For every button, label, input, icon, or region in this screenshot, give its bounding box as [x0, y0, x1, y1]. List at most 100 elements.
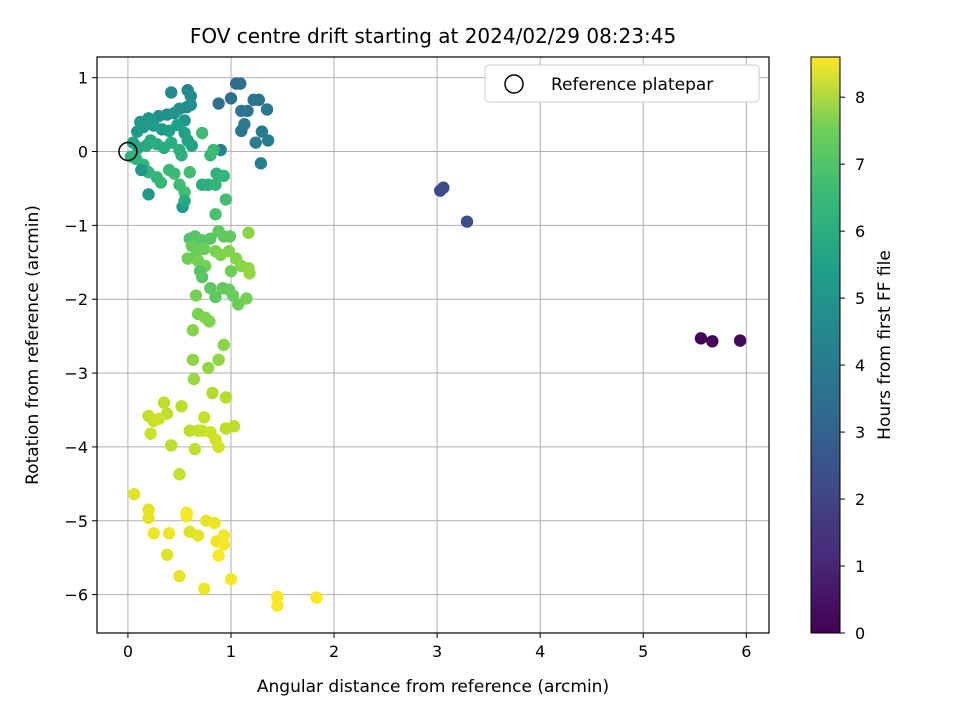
colorbar-tick-label: 5	[855, 289, 865, 308]
data-point	[181, 252, 194, 265]
data-point	[206, 386, 219, 400]
data-point	[260, 103, 274, 116]
data-point	[217, 169, 230, 183]
data-point	[168, 167, 181, 180]
data-point	[694, 332, 708, 345]
data-point	[219, 391, 233, 404]
data-point	[173, 468, 186, 481]
legend-reference-marker	[504, 74, 524, 94]
colorbar-tick-label: 4	[855, 356, 865, 375]
data-point	[157, 396, 171, 409]
data-point	[243, 267, 256, 280]
data-point	[207, 143, 220, 157]
data-point	[152, 412, 166, 426]
x-tick-label: 0	[123, 642, 133, 661]
data-point	[184, 89, 197, 103]
chart-title: FOV centre drift starting at 2024/02/29 …	[190, 24, 676, 48]
y-tick-label: −6	[64, 586, 88, 605]
colorbar-label: Hours from first FF file	[875, 250, 895, 440]
colorbar-tick-label: 7	[855, 155, 865, 174]
data-point	[142, 511, 155, 524]
colorbar-tick-label: 6	[855, 222, 865, 241]
data-point	[706, 335, 719, 348]
data-point	[165, 439, 178, 452]
data-point	[212, 440, 225, 454]
data-point	[219, 193, 233, 206]
data-point	[171, 118, 184, 132]
data-point	[255, 125, 269, 138]
data-point	[234, 77, 247, 90]
y-tick-label: 1	[78, 69, 88, 88]
data-point	[165, 86, 178, 99]
data-point	[223, 230, 237, 243]
colorbar-tick-label: 3	[855, 423, 865, 442]
data-point	[217, 529, 230, 542]
x-tick-label: 5	[638, 642, 648, 661]
y-axis-ticks: 1 0 −1 −2 −3 −4 −5 −6	[64, 69, 97, 605]
data-point	[261, 134, 275, 147]
data-point	[197, 411, 211, 424]
x-tick-label: 4	[535, 642, 545, 661]
data-point	[310, 591, 323, 604]
data-point	[224, 572, 238, 586]
data-point	[137, 120, 150, 134]
data-point	[152, 109, 166, 123]
data-point	[212, 97, 225, 110]
data-point	[197, 582, 211, 595]
x-tick-label: 1	[226, 642, 236, 661]
legend-label-reference: Reference platepar	[551, 75, 713, 95]
reference-point	[118, 141, 138, 162]
data-point	[162, 527, 176, 540]
x-axis-label: Angular distance from reference (arcmin)	[257, 677, 609, 697]
data-point	[208, 516, 221, 530]
data-point	[217, 338, 230, 352]
data-point	[460, 215, 474, 228]
data-point	[224, 264, 238, 278]
data-point	[175, 149, 188, 162]
data-point	[144, 427, 157, 440]
data-point	[184, 98, 197, 112]
data-point	[173, 569, 186, 583]
plot-frame	[96, 56, 770, 634]
data-point	[168, 106, 181, 120]
data-point	[180, 510, 193, 523]
data-point	[187, 372, 201, 386]
data-point	[175, 400, 188, 413]
data-point	[188, 442, 202, 456]
data-point	[204, 232, 217, 245]
grid-lines	[97, 57, 769, 633]
data-point	[142, 188, 155, 201]
data-point	[212, 353, 225, 366]
y-tick-label: −2	[64, 290, 88, 309]
data-point	[160, 548, 174, 561]
data-point	[217, 538, 230, 551]
y-tick-label: −4	[64, 438, 88, 457]
colorbar-tick-label: 1	[855, 557, 865, 576]
data-point	[178, 194, 191, 208]
data-point	[135, 163, 148, 177]
colorbar-ticks: 0 1 2 3 4 5 6 7 8	[840, 88, 865, 643]
data-point	[240, 292, 253, 305]
data-point	[212, 549, 225, 562]
colorbar	[810, 56, 841, 634]
data-point	[202, 361, 215, 375]
y-axis-label: Rotation from reference (arcmin)	[23, 205, 43, 485]
data-point	[147, 527, 160, 540]
data-point	[189, 289, 203, 302]
data-point	[224, 92, 238, 105]
data-point	[209, 178, 222, 191]
data-point	[195, 270, 209, 284]
x-tick-label: 3	[432, 642, 442, 661]
data-point	[186, 324, 200, 337]
data-point	[185, 139, 199, 152]
data-point	[252, 93, 266, 107]
data-point	[241, 104, 254, 118]
data-point	[203, 315, 216, 328]
data-point	[186, 353, 200, 366]
data-point	[127, 487, 141, 501]
colorbar-tick-label: 0	[855, 624, 865, 643]
data-point	[178, 185, 191, 199]
data-point	[227, 420, 241, 433]
y-tick-label: 0	[78, 143, 88, 162]
